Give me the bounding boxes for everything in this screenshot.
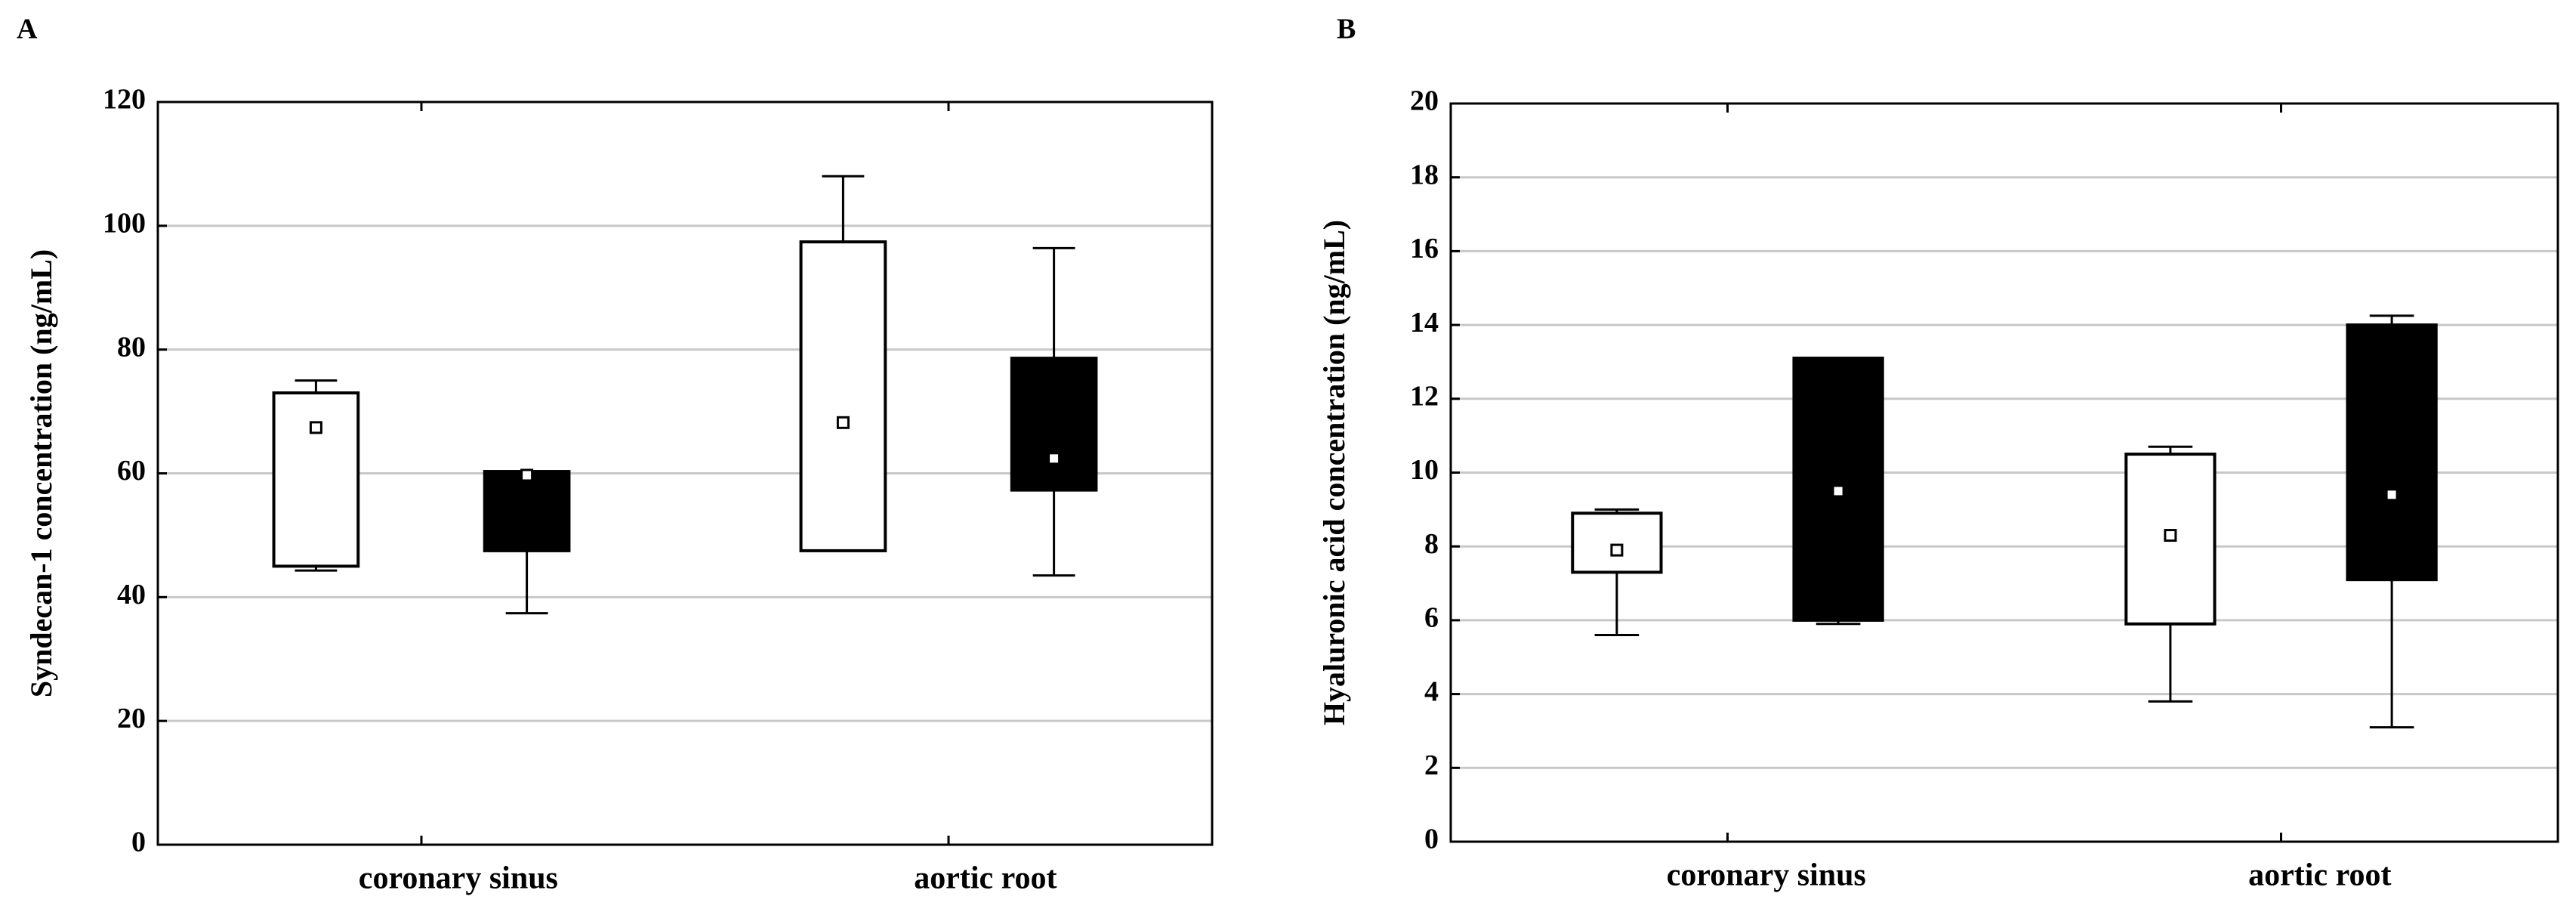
mean-marker: [309, 421, 322, 434]
y-tick-label: 120: [103, 84, 146, 116]
x-tick-label: aortic root: [914, 861, 1057, 896]
box: [272, 391, 360, 568]
y-tick-label: 0: [131, 827, 146, 858]
y-tick-label: 80: [117, 331, 146, 363]
box: [799, 240, 887, 552]
box: [1010, 357, 1098, 492]
mean-marker: [1831, 484, 1845, 498]
mean-marker: [836, 416, 850, 429]
mean-marker: [1047, 452, 1061, 465]
y-tick-label: 6: [1424, 602, 1439, 634]
y-tick-label: 2: [1424, 750, 1439, 781]
y-tick-label: 100: [103, 208, 146, 240]
plot-frame: [1449, 102, 2559, 843]
y-tick-label: 8: [1424, 528, 1439, 560]
y-tick-label: 20: [1410, 85, 1439, 117]
x-tick-label: coronary sinus: [359, 861, 558, 896]
y-tick-label: 16: [1410, 233, 1439, 264]
y-axis-title: Hyaluronic acid concentration (ng/mL): [1317, 220, 1351, 725]
y-tick-label: 40: [117, 579, 146, 610]
box: [483, 470, 571, 552]
y-axis-title: Syndecan-1 concentration (ng/mL): [24, 249, 58, 697]
plot-frame: [156, 100, 1214, 846]
x-tick-label: aortic root: [2248, 858, 2391, 893]
x-tick-label: coronary sinus: [1667, 858, 1866, 893]
panel-label: B: [1337, 14, 1356, 45]
mean-marker: [2164, 529, 2177, 542]
y-tick-label: 18: [1410, 159, 1439, 190]
box: [1571, 512, 1663, 574]
y-tick-label: 0: [1424, 824, 1439, 855]
mean-marker: [520, 468, 534, 482]
y-tick-label: 60: [117, 455, 146, 487]
mean-marker: [2385, 488, 2399, 502]
mean-marker: [1610, 543, 1624, 557]
box: [2346, 323, 2438, 582]
y-tick-label: 14: [1410, 307, 1439, 338]
y-tick-label: 4: [1424, 675, 1439, 707]
y-tick-label: 12: [1410, 381, 1439, 413]
y-tick-label: 20: [117, 703, 146, 734]
y-tick-label: 10: [1410, 454, 1439, 486]
panel-label: A: [17, 14, 38, 45]
